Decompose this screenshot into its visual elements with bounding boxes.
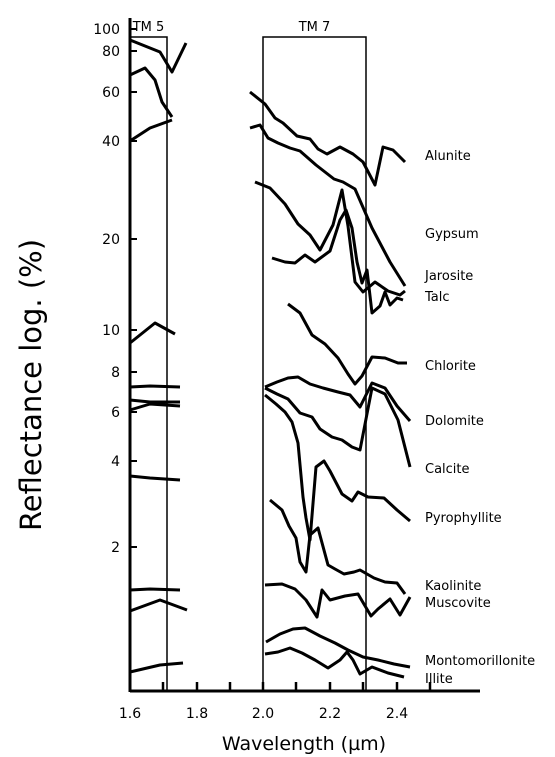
y-tick-label: 20 [102, 232, 120, 248]
mineral-label-gypsum: Gypsum [425, 227, 479, 242]
mineral-label-montomorillonite: Montomorillonite [425, 654, 535, 669]
tm-bands: TM 5 TM 7 [129, 20, 367, 692]
spectrum-muscovite-tm5 [129, 587, 181, 592]
band-box [262, 36, 367, 692]
spectrum-calcite-tm7 [264, 386, 412, 468]
mineral-label-kaolinite: Kaolinite [425, 579, 481, 594]
mineral-label-dolomite: Dolomite [425, 414, 484, 429]
x-tick-label: 2.2 [319, 706, 341, 722]
y-tick-label: 2 [111, 540, 120, 556]
y-tick-label: 6 [111, 405, 120, 421]
spectrum-illite-tm5 [129, 661, 184, 674]
x-tick-label: 2.0 [252, 706, 274, 722]
y-tick-label: 60 [102, 85, 120, 101]
y-tick-label: 100 [93, 22, 120, 38]
spectrum-pyrophyllite-tm5 [129, 402, 181, 412]
spectrum-montomorillonite-tm5 [129, 598, 188, 613]
spectrum-pyrophyllite-tm7 [264, 393, 411, 542]
spectrum-calcite-tm5 [129, 398, 180, 404]
mineral-label-muscovite: Muscovite [425, 596, 491, 611]
spectrum-dolomite-tm7 [264, 375, 412, 422]
spectra [129, 38, 412, 679]
band-label: TM 7 [298, 20, 331, 35]
mineral-label-pyrophyllite: Pyrophyllite [425, 511, 502, 526]
spectrum-dolomite-tm5 [129, 384, 181, 389]
band-label: TM 5 [132, 20, 165, 35]
spectrum-gypsum-tm5 [129, 66, 174, 118]
y-tick-label: 4 [111, 454, 120, 470]
mineral-label-talc: Talc [424, 290, 450, 305]
spectrum-talc-tm7 [271, 208, 404, 315]
spectrum-gypsum-tm7 [249, 123, 407, 287]
mineral-label-jarosite: Jarosite [424, 269, 473, 284]
mineral-label-illite: Illite [425, 672, 453, 687]
x-tick-label: 1.8 [186, 706, 208, 722]
y-tick-label: 10 [102, 323, 120, 339]
spectrum-chlorite-tm7 [287, 302, 407, 386]
y-axis-title: Reflectance log. (%) [14, 239, 48, 531]
x-axis-title: Wavelength (µm) [222, 733, 386, 755]
mineral-label-chlorite: Chlorite [425, 359, 476, 374]
x-tick-label: 1.6 [119, 706, 141, 722]
spectrum-kaolinite-tm7 [269, 498, 407, 595]
mineral-label-calcite: Calcite [425, 462, 470, 477]
spectrum-talc-tm5 [129, 38, 188, 74]
spectrum-montomorillonite-tm7 [265, 626, 411, 669]
mineral-label-alunite: Alunite [425, 149, 471, 164]
spectrum-kaolinite-tm5 [129, 474, 181, 482]
spectrum-alunite-tm7 [249, 90, 407, 187]
y-tick-label: 40 [102, 134, 120, 150]
band-box [129, 36, 168, 692]
spectrum-jarosite-tm7 [254, 180, 406, 297]
spectrum-muscovite-tm7 [264, 582, 412, 619]
spectrum-chlorite-tm5 [129, 321, 176, 345]
y-tick-label: 80 [102, 44, 120, 60]
mineral-labels: Alunite Gypsum Jarosite Talc Chlorite Dolomit… [424, 149, 535, 687]
axes: 1.6 1.8 2.0 2.2 2.4 100 80 60 40 20 10 8 6 4 2 [93, 18, 480, 722]
x-tick-label: 2.4 [386, 706, 408, 722]
y-tick-label: 8 [111, 365, 120, 381]
spectrum-alunite-tm5 [129, 118, 173, 143]
spectrum-illite-tm7 [264, 646, 405, 679]
